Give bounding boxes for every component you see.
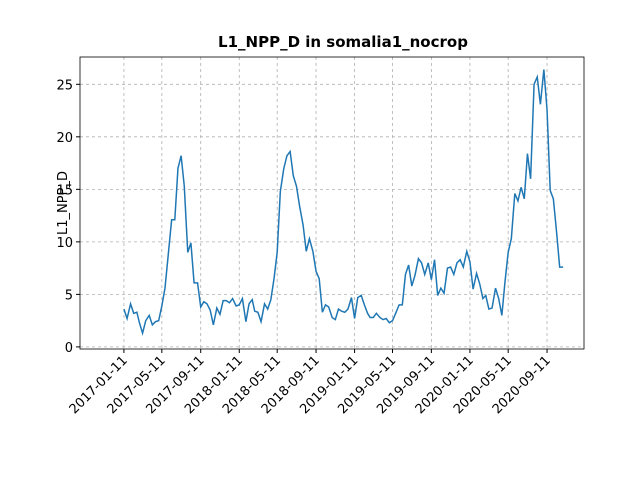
y-tick-label: 5	[65, 288, 73, 303]
y-tick-label: 15	[56, 183, 73, 198]
y-tick-label: 20	[56, 131, 73, 146]
y-axis-label: L1_NPP_D	[56, 171, 71, 235]
axes-frame	[79, 56, 585, 350]
y-tick-label: 10	[56, 236, 73, 251]
y-tick-label: 25	[56, 78, 73, 93]
data-line	[123, 69, 564, 337]
y-tick-label: 0	[65, 341, 73, 356]
chart-title: L1_NPP_D in somalia1_nocrop	[218, 33, 468, 51]
